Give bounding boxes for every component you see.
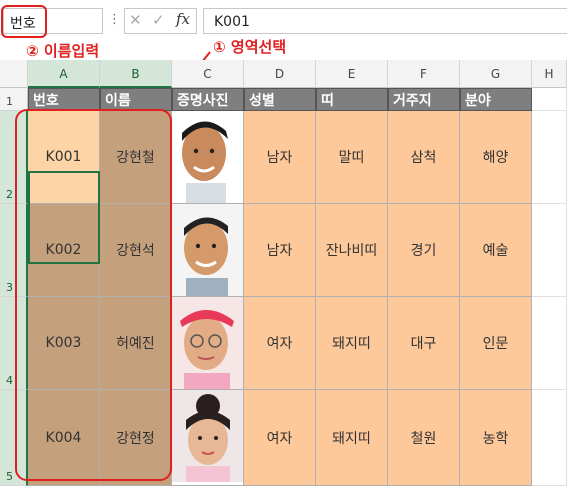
name-box-highlight xyxy=(1,5,47,38)
formula-input[interactable]: K001 xyxy=(203,8,567,34)
photo-cell[interactable] xyxy=(172,297,244,390)
header-cell-field[interactable]: 분야 xyxy=(460,88,532,111)
cell-id[interactable]: K002 xyxy=(28,204,100,297)
photo-cell[interactable] xyxy=(172,204,244,297)
formula-bar: 번호 ⋮ ✕ ✓ fx K001 xyxy=(0,0,567,44)
id-photo xyxy=(172,111,243,203)
cell-residence[interactable]: 대구 xyxy=(388,297,460,390)
name-box-value: 번호 xyxy=(10,16,36,32)
cell-zodiac[interactable]: 잔나비띠 xyxy=(316,204,388,297)
id-photo xyxy=(172,390,243,482)
cell-gender[interactable]: 남자 xyxy=(244,111,316,204)
cell-zodiac[interactable]: 돼지띠 xyxy=(316,390,388,486)
cell-gender[interactable]: 여자 xyxy=(244,297,316,390)
select-all-corner[interactable] xyxy=(0,60,28,88)
column-header-e[interactable]: E xyxy=(316,60,388,88)
worksheet-grid: A B C D E F G H 1 2 3 4 5 번호 이름 증명사진 성별 … xyxy=(0,60,567,486)
row-header-2[interactable]: 2 xyxy=(0,111,28,204)
column-header-h[interactable]: H xyxy=(532,60,567,88)
row-header-4[interactable]: 4 xyxy=(0,297,28,390)
cell-id[interactable]: K001 xyxy=(28,111,100,204)
annotation-step1: ① 영역선택 xyxy=(213,38,287,56)
cell-gender[interactable]: 남자 xyxy=(244,204,316,297)
selection-highlight xyxy=(15,109,172,481)
photo-cell[interactable] xyxy=(172,390,244,486)
formula-buttons xyxy=(124,8,197,34)
cell-gender[interactable]: 여자 xyxy=(244,390,316,486)
column-header-a[interactable]: A xyxy=(28,60,100,88)
cell-field[interactable]: 농학 xyxy=(460,390,532,486)
header-cell-id[interactable]: 번호 xyxy=(28,88,100,111)
cell-field[interactable]: 해양 xyxy=(460,111,532,204)
cell-field[interactable]: 인문 xyxy=(460,297,532,390)
column-header-c[interactable]: C xyxy=(172,60,244,88)
more-icon[interactable]: ⋮ xyxy=(108,12,121,27)
close-icon[interactable]: ✕ xyxy=(129,11,142,29)
annotation-step2: ② 이름입력 xyxy=(26,42,100,60)
active-cell-outline xyxy=(28,171,100,264)
empty-cell[interactable] xyxy=(532,297,567,390)
header-cell-photo[interactable]: 증명사진 xyxy=(172,88,244,111)
column-header-f[interactable]: F xyxy=(388,60,460,88)
cell-id[interactable]: K004 xyxy=(28,390,100,486)
cell-residence[interactable]: 삼척 xyxy=(388,111,460,204)
empty-cell[interactable] xyxy=(532,204,567,297)
column-header-b[interactable]: B xyxy=(100,60,172,88)
cell-name[interactable]: 강현석 xyxy=(100,204,172,297)
id-photo xyxy=(172,297,243,389)
cell-residence[interactable]: 철원 xyxy=(388,390,460,486)
row-header-1[interactable]: 1 xyxy=(0,88,28,111)
id-photo xyxy=(172,204,243,296)
photo-cell[interactable] xyxy=(172,111,244,204)
column-header-g[interactable]: G xyxy=(460,60,532,88)
cell-zodiac[interactable]: 말띠 xyxy=(316,111,388,204)
cell-id[interactable]: K003 xyxy=(28,297,100,390)
cell-name[interactable]: 강현철 xyxy=(100,111,172,204)
row-header-3[interactable]: 3 xyxy=(0,204,28,297)
empty-cell[interactable] xyxy=(532,88,567,111)
empty-cell[interactable] xyxy=(532,111,567,204)
header-cell-name[interactable]: 이름 xyxy=(100,88,172,111)
cell-residence[interactable]: 경기 xyxy=(388,204,460,297)
check-icon[interactable]: ✓ xyxy=(152,11,165,29)
insert-function-icon[interactable]: fx xyxy=(176,10,191,28)
header-cell-zodiac[interactable]: 띠 xyxy=(316,88,388,111)
cell-field[interactable]: 예술 xyxy=(460,204,532,297)
empty-cell[interactable] xyxy=(532,390,567,486)
cell-zodiac[interactable]: 돼지띠 xyxy=(316,297,388,390)
formula-value: K001 xyxy=(214,14,250,30)
header-cell-gender[interactable]: 성별 xyxy=(244,88,316,111)
name-box[interactable]: 번호 xyxy=(3,8,103,34)
header-cell-residence[interactable]: 거주지 xyxy=(388,88,460,111)
column-header-d[interactable]: D xyxy=(244,60,316,88)
